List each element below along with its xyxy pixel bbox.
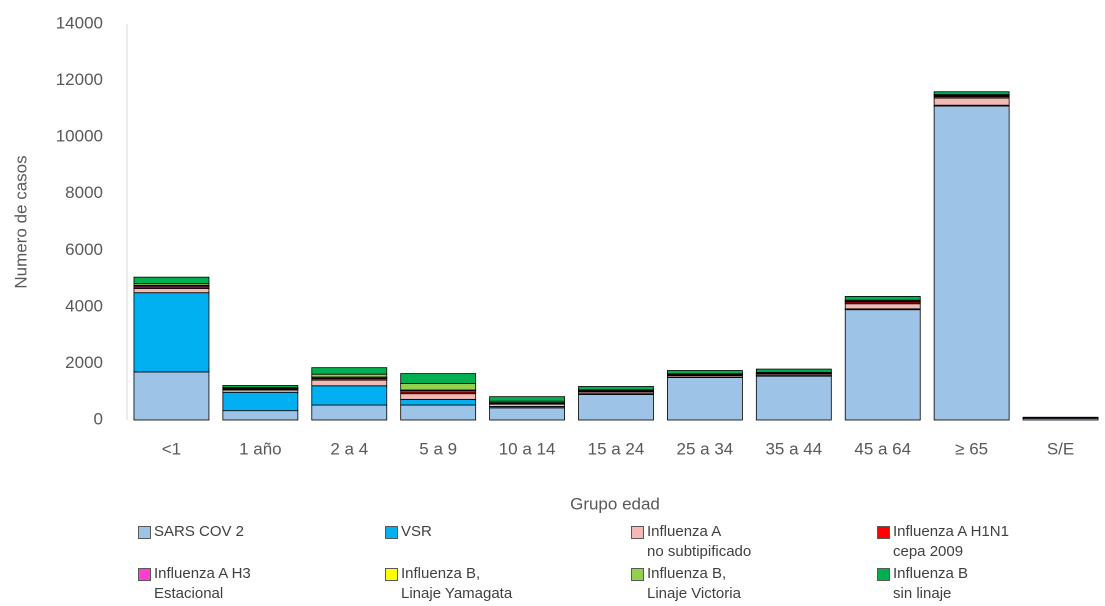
bar-segment: [400, 398, 477, 406]
bar-segment: [755, 375, 832, 421]
legend-label: Influenza A H1N1 cepa 2009: [893, 523, 1009, 560]
y-axis-title: Numero de casos: [11, 155, 30, 288]
legend-item: Influenza A no subtipificado: [631, 522, 751, 562]
bar-segment: [578, 394, 654, 421]
x-tick-label: 1 año: [239, 439, 282, 458]
x-tick-label: <1: [162, 439, 181, 458]
legend-label: Influenza A no subtipificado: [647, 523, 752, 560]
bar-segment: [311, 373, 388, 378]
x-tick-label: ≥ 65: [955, 439, 988, 458]
legend-label: Influenza B, Linaje Yamagata: [401, 565, 513, 602]
y-tick-label: 0: [94, 409, 103, 428]
y-tick-label: 2000: [65, 353, 103, 372]
legend-label: VSR: [401, 523, 432, 540]
legend-swatch: [138, 526, 151, 539]
x-tick-label: 25 a 34: [677, 439, 734, 458]
bar-segment: [311, 367, 388, 375]
bar-segment: [844, 309, 921, 421]
bar-segment: [933, 91, 1010, 95]
y-tick-label: 14000: [56, 13, 103, 32]
bar-segment: [311, 379, 388, 387]
bar-segment: [667, 377, 743, 421]
bar-segment: [1022, 416, 1099, 419]
x-axis-title: Grupo edad: [570, 494, 660, 513]
chart: Numero de casos Grupo edad 0 2000 4000 6000…: [11, 13, 1099, 513]
legend-label: SARS COV 2: [154, 523, 245, 540]
legend-item: Influenza A H1N1 cepa 2009: [877, 522, 1009, 562]
bar-segment: [222, 410, 299, 421]
legend-item: Influenza B sin linaje: [877, 564, 968, 604]
bar-segment: [933, 105, 1010, 421]
x-tick-label: S/E: [1047, 439, 1074, 458]
bar-segment: [400, 393, 477, 400]
legend-label: Influenza A H3 Estacional: [154, 565, 251, 602]
y-tick-label: 4000: [65, 296, 103, 315]
bar-segment: [489, 396, 565, 402]
bar-segment: [133, 292, 210, 373]
legend-swatch: [385, 568, 398, 581]
legend-swatch: [877, 526, 890, 539]
y-tick-label: 8000: [65, 183, 103, 202]
legend-item: SARS COV 2: [138, 522, 244, 542]
bar-segment: [133, 288, 210, 294]
legend-item: Influenza B, Linaje Victoria: [631, 564, 741, 604]
legend: SARS COV 2 VSR Influenza A no subtipificad…: [0, 522, 1105, 606]
bar-segment: [755, 368, 832, 373]
x-tick-label: 15 a 24: [588, 439, 645, 458]
x-tick-label: 5 a 9: [419, 439, 457, 458]
legend-item: Influenza A H3 Estacional: [138, 564, 251, 604]
legend-swatch: [877, 568, 890, 581]
bar-segment: [489, 407, 565, 421]
bar-segment: [400, 383, 477, 391]
legend-swatch: [138, 568, 151, 581]
bar-segment: [222, 391, 299, 412]
x-tick-label: 2 a 4: [330, 439, 368, 458]
bar-segment: [222, 385, 299, 389]
bar-segment: [400, 404, 477, 421]
legend-swatch: [631, 568, 644, 581]
legend-swatch: [631, 526, 644, 539]
x-tick-label: 35 a 44: [765, 439, 822, 458]
bar-segment: [133, 276, 210, 285]
legend-swatch: [385, 526, 398, 539]
legend-label: Influenza B sin linaje: [893, 565, 969, 602]
bar-segment: [578, 386, 654, 391]
legend-label: Influenza B, Linaje Victoria: [647, 565, 741, 602]
bar-segment: [667, 370, 743, 375]
legend-item: Influenza B, Linaje Yamagata: [385, 564, 512, 604]
bar-segment: [400, 373, 477, 384]
x-tick-label: 45 a 64: [854, 439, 911, 458]
bar-segment: [933, 97, 1010, 106]
legend-item: VSR: [385, 522, 432, 542]
y-tick-label: 12000: [56, 70, 103, 89]
x-tick-label: 10 a 14: [499, 439, 556, 458]
bar-segment: [133, 371, 210, 421]
bar-segment: [844, 303, 921, 310]
bar-segment: [311, 385, 388, 406]
bar-segment: [311, 404, 388, 421]
bar-segment: [844, 295, 921, 301]
y-tick-label: 10000: [56, 127, 103, 146]
y-tick-label: 6000: [65, 240, 103, 259]
